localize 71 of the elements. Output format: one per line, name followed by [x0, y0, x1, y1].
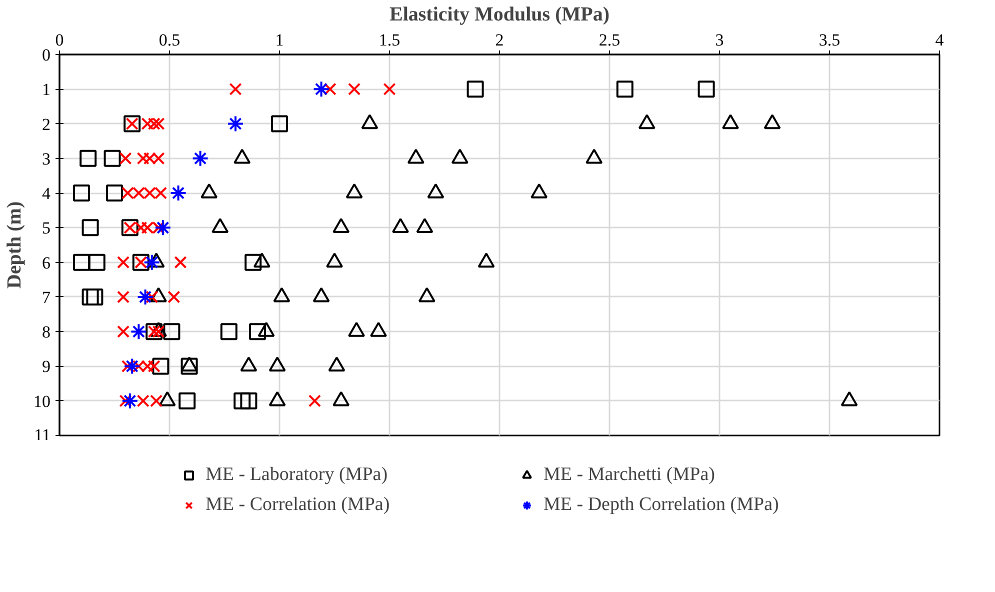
point [136, 152, 150, 165]
point [271, 115, 288, 132]
point [174, 256, 187, 269]
point [136, 288, 154, 306]
point [180, 358, 198, 375]
y-tick-label: 9 [42, 357, 50, 376]
y-tick-label: 1 [42, 80, 50, 100]
point [163, 323, 180, 340]
point [82, 219, 99, 236]
point [116, 290, 130, 304]
point [104, 150, 121, 167]
point [324, 82, 336, 96]
point [383, 82, 396, 96]
point [220, 323, 238, 340]
x-tick-label: 3 [715, 30, 724, 50]
point [348, 82, 361, 96]
y-tick-label: 0 [42, 46, 50, 64]
point [170, 184, 187, 202]
point [80, 150, 97, 167]
legend-label: ME - Correlation (MPa) [206, 494, 391, 516]
point [168, 290, 180, 304]
point [249, 323, 266, 340]
point [73, 184, 90, 202]
legend-label: ME - Depth Correlation (MPa) [544, 494, 780, 516]
point [119, 152, 132, 165]
point [227, 115, 244, 132]
x-tick-label: 0.5 [158, 30, 180, 50]
point [244, 254, 262, 271]
point [143, 254, 160, 271]
y-tick-label: 3 [42, 149, 50, 168]
point [178, 392, 196, 410]
x-tick-label: 3.5 [818, 30, 840, 50]
point [86, 288, 104, 306]
x-tick-label: 2.5 [598, 30, 620, 50]
point [82, 288, 99, 306]
point [234, 392, 251, 410]
y-tick-label: 4 [42, 184, 51, 204]
x-tick-label: 0 [55, 30, 64, 50]
point [130, 323, 148, 340]
point [73, 254, 90, 271]
x-tick-label: 4 [935, 30, 944, 50]
y-tick-label: 6 [42, 253, 50, 272]
y-tick-label: 2 [42, 114, 50, 134]
point [119, 394, 132, 408]
point [698, 80, 715, 98]
x-tick-label: 1.5 [378, 30, 400, 50]
point [106, 184, 123, 202]
y-tick-label: 5 [42, 218, 50, 238]
point [616, 80, 634, 98]
point [240, 392, 258, 410]
x-tick-label: 2 [495, 30, 504, 50]
y-axis-title: Depth (m) [4, 201, 26, 289]
x-axis-title: Elasticity Modulus (MPa) [390, 4, 610, 26]
point [312, 80, 330, 98]
point [466, 80, 484, 98]
y-tick-label: 8 [42, 322, 50, 342]
point [229, 82, 242, 96]
y-tick-label: 10 [34, 392, 50, 411]
point [124, 358, 141, 375]
point [88, 254, 106, 271]
point [192, 150, 209, 167]
point [116, 256, 130, 269]
legend-label: ME - Marchetti (MPa) [544, 464, 716, 486]
point [116, 325, 130, 338]
y-tick-label: 7 [42, 288, 51, 307]
legend-label: ME - Laboratory (MPa) [206, 464, 389, 486]
point [152, 358, 170, 375]
point [308, 394, 322, 408]
point [148, 117, 160, 130]
x-tick-label: 1 [275, 30, 284, 50]
point [121, 392, 138, 410]
